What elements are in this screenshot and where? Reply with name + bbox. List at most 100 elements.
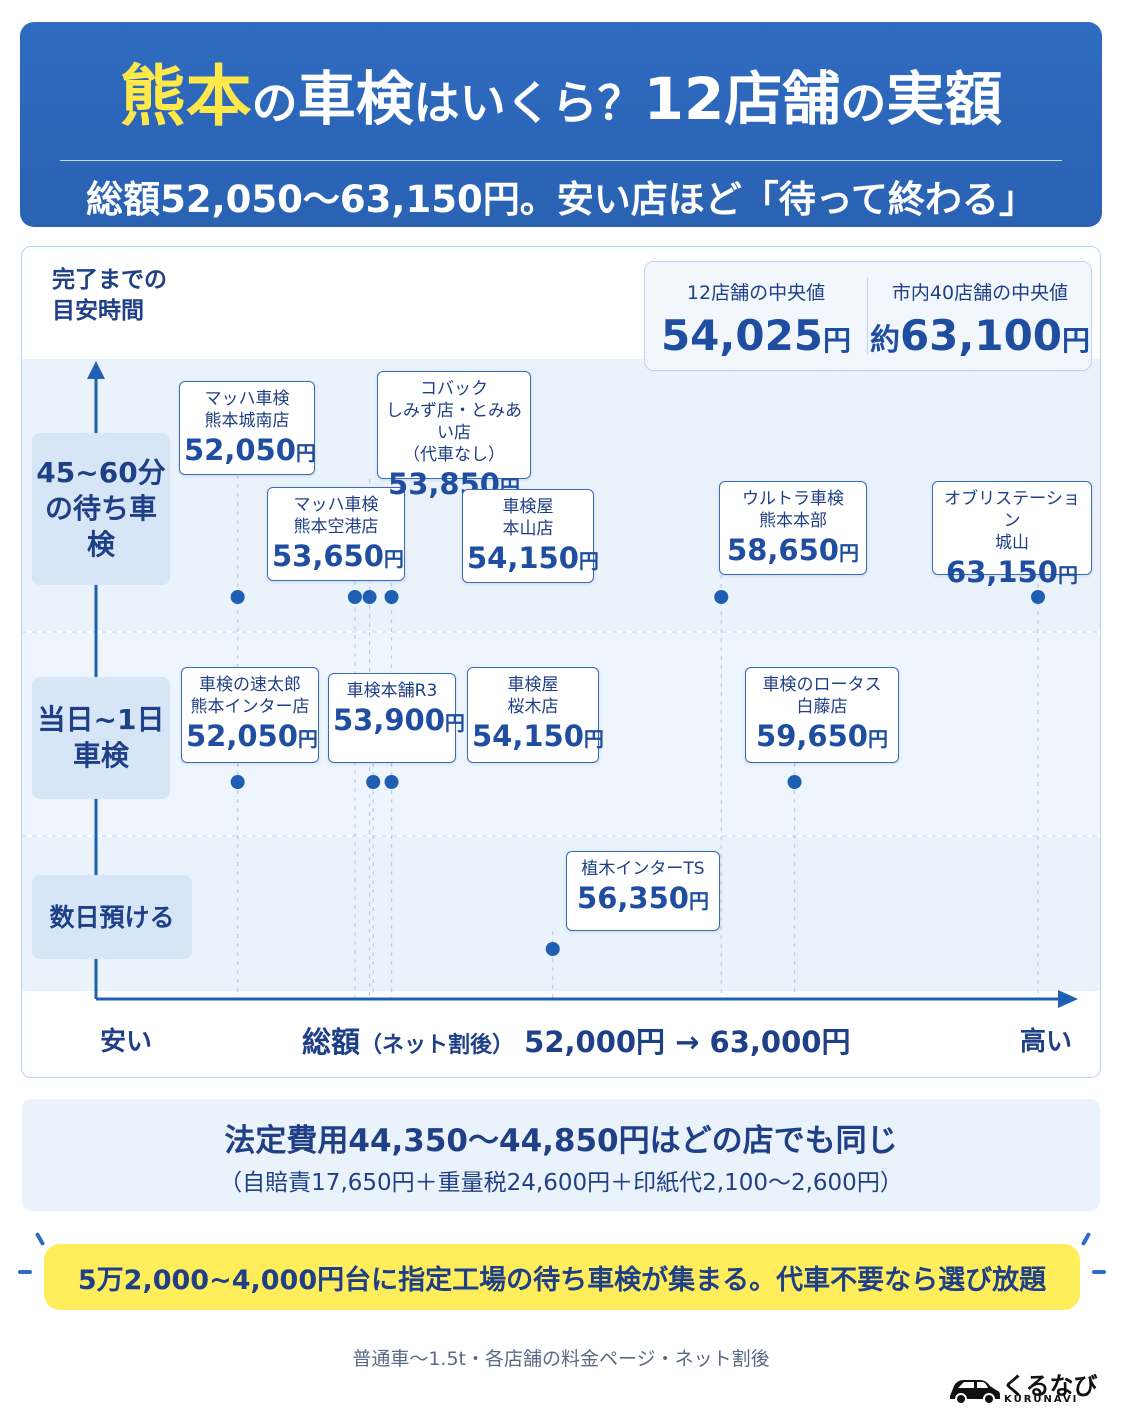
median-40-label: 市内40店舗の中央値 [891,282,1069,304]
store-name: ウルトラ車検 熊本本部 [742,489,844,531]
store-card: マッハ車検 熊本空港店 53,650円 [267,487,405,581]
car-icon [950,1380,1000,1405]
legal-fee-main: 法定費用44,350～44,850円はどの店でも同じ [224,1123,898,1159]
store-price-number: 52,050 [186,719,298,753]
band-label-line: 45~60分 [36,456,166,489]
data-point [545,942,560,956]
store-card: マッハ車検 熊本城南店 52,050円 [179,381,316,475]
x-axis-title-main: 総額 [302,1025,361,1059]
title-part: 車検 [297,65,414,133]
store-card: 植木インターTS 56,350円 [566,851,720,931]
median-12-value: 54,025円 [645,311,867,360]
title-part: の [840,76,887,130]
x-axis-arrow [1058,990,1078,1008]
yen-unit: 円 [838,541,859,565]
yen-unit: 円 [578,549,599,573]
y-axis-title: 完了までの 目安時間 [52,265,167,327]
store-name: 車検のロータス 白藤店 [762,675,882,717]
store-card: 車検のロータス 白藤店 59,650円 [745,667,899,763]
approx-prefix: 約 [869,323,900,358]
yen-unit: 円 [383,547,404,571]
data-point [787,775,802,789]
store-name: コバック しみず店・とみあい店 （代車なし） [386,379,522,465]
store-name: 植木インターTS [581,859,705,879]
header-divider [60,160,1062,161]
x-axis-high-label: 高い [1020,1027,1073,1057]
yen-unit: 円 [823,324,852,357]
data-point [714,590,729,604]
store-price: 56,350円 [571,880,715,919]
sparkle-icon [34,1231,46,1247]
store-price-number: 58,650 [727,533,839,567]
kurunavi-logo: くるなび KURUNAVI [946,1366,1106,1410]
footnote: 普通車～1.5t・各店舗の料金ページ・ネット割後 [352,1348,770,1370]
data-point [230,590,245,604]
x-axis-title: 総額（ネット割後） 52,000円 → 63,000円 [302,1019,850,1061]
median-12-stores: 12店舗の中央値 54,025円 [645,262,867,370]
yen-unit: 円 [295,441,316,465]
median-summary: 12店舗の中央値 54,025円 市内40店舗の中央値 約63,100円 [644,261,1092,371]
data-point [362,590,377,604]
yen-unit: 円 [297,727,318,751]
median-40-value: 約63,100円 [869,311,1091,360]
store-name: 車検本舗R3 [346,681,438,701]
yen-unit: 円 [1057,563,1078,587]
chart-panel: 完了までの 目安時間 12店舗の中央値 54,025円 市内40店舗の中央値 約… [21,246,1101,1078]
data-point [366,775,381,789]
store-price-number: 52,050 [184,433,296,467]
store-price: 53,900円 [333,702,465,741]
store-price: 54,150円 [472,718,604,757]
band-label-line: 数日預ける [49,902,175,932]
x-axis-title-note: （ネット割後） [360,1033,515,1058]
band-label-text: 45~60分 の待ち車検 [32,455,170,563]
title-part: はいくら？ [413,76,644,130]
store-price: 58,650円 [724,532,862,571]
title-highlight: 熊本 [119,58,252,135]
store-price-number: 54,150 [467,541,579,575]
store-name: オブリステーション 城山 [944,489,1080,553]
store-price: 53,650円 [272,538,404,577]
store-card: 車検本舗R3 53,900円 [328,673,465,763]
store-price: 59,650円 [750,718,894,757]
store-name: マッハ車検 熊本空港店 [293,495,379,537]
store-price-number: 53,900 [333,703,445,737]
store-card: 車検の速太郎 熊本インター店 52,050円 [181,667,319,763]
band-label-line: の待ち車検 [44,492,157,561]
store-price: 52,050円 [184,432,316,471]
store-price-number: 59,650 [756,719,868,753]
store-price: 63,150円 [937,554,1087,593]
sparkle-icon [18,1270,32,1274]
y-axis-title-line2: 目安時間 [52,298,144,324]
page-subtitle: 総額52,050～63,150円。安い店ほど「待って終わる」 [86,178,1036,221]
store-card: ウルトラ車検 熊本本部 58,650円 [719,481,867,575]
store-name: 車検屋 桜木店 [507,675,559,717]
header-banner: 熊本の車検はいくら？12店舗の実額 総額52,050～63,150円。安い店ほど… [20,22,1102,227]
sparkle-icon [1092,1270,1106,1274]
store-card: 車検屋 桜木店 54,150円 [467,667,604,763]
store-price-number: 63,150 [946,555,1058,589]
yen-unit: 円 [867,727,888,751]
yen-unit: 円 [444,711,465,735]
page-title: 熊本の車検はいくら？12店舗の実額 [20,62,1102,138]
highlight-callout: 5万2,000~4,000円台に指定工場の待ち車検が集まる。代車不要なら選び放題 [44,1244,1080,1310]
title-part: 実額 [886,65,1003,133]
data-point [384,775,399,789]
yen-unit: 円 [583,727,604,751]
median-divider [867,278,868,354]
store-price-number: 53,650 [272,539,384,573]
band-label-days: 数日預ける [32,875,192,959]
data-point [347,590,362,604]
sparkle-icon [1080,1231,1092,1247]
data-point [384,590,399,604]
x-axis-low-label: 安い [100,1027,153,1057]
store-card: オブリステーション 城山 63,150円 [932,481,1092,589]
store-name: マッハ車検 熊本城南店 [204,389,290,431]
store-price: 52,050円 [186,718,318,757]
legal-fee-box: 法定費用44,350～44,850円はどの店でも同じ （自賠責17,650円＋重… [22,1099,1100,1211]
store-price: 54,150円 [467,540,599,579]
store-price-number: 54,150 [472,719,584,753]
band-label-line: 当日~1日 [37,703,165,736]
band-background [22,837,1100,991]
band-label-text: 当日~1日 車検 [38,702,165,774]
logo-subtext: KURUNAVI [1004,1394,1079,1405]
